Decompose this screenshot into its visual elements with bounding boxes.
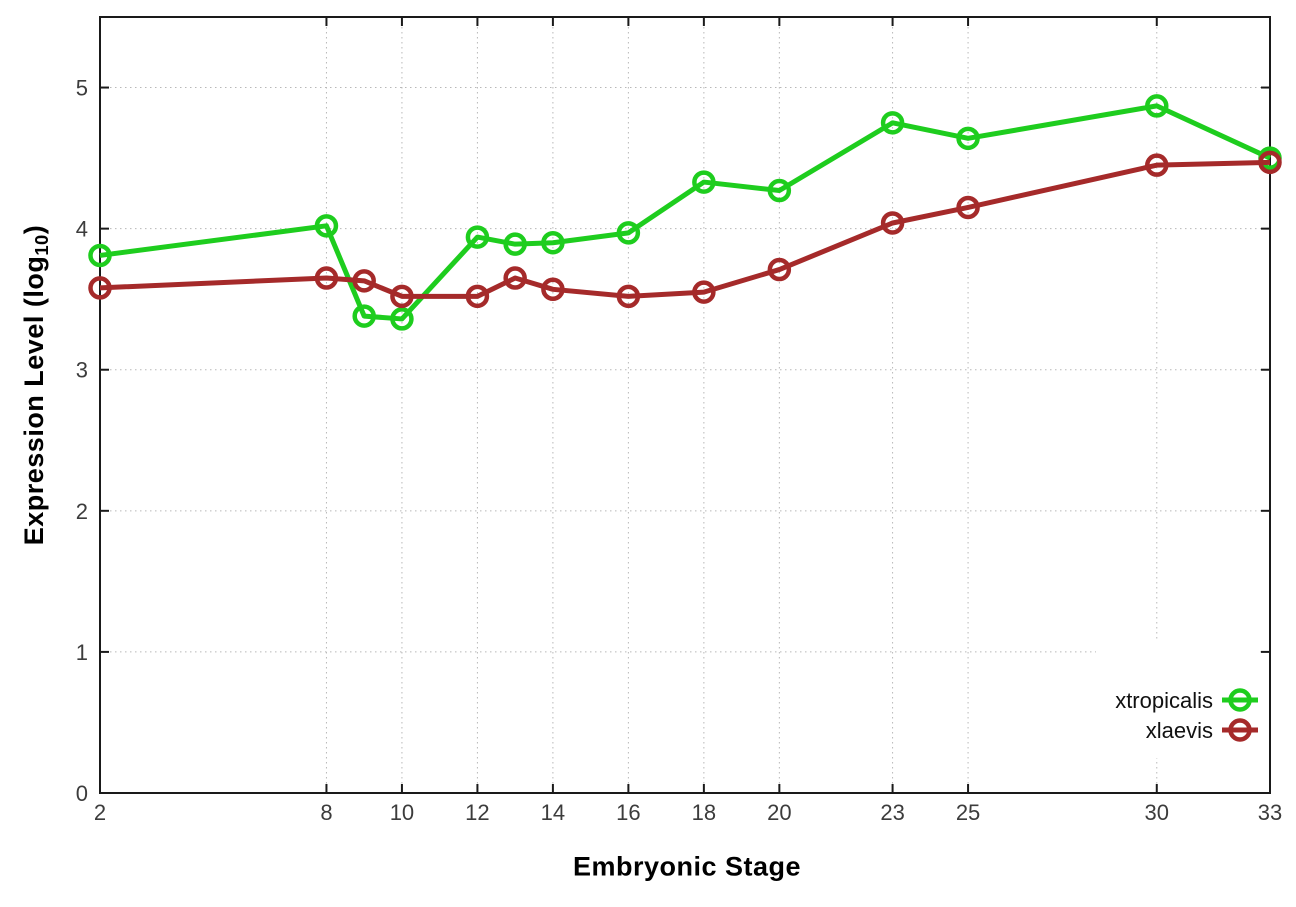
series-xlaevis-marker xyxy=(503,266,527,290)
series-xtropicalis-line xyxy=(99,103,1272,322)
x-tick-label: 33 xyxy=(1258,800,1282,825)
x-tick-label: 16 xyxy=(616,800,640,825)
series-xlaevis-marker xyxy=(616,284,641,309)
x-tick-label: 30 xyxy=(1145,800,1169,825)
series-xlaevis-marker xyxy=(956,195,980,220)
series-xlaevis-marker xyxy=(692,280,716,304)
x-tick-label: 20 xyxy=(767,800,791,825)
series-xtropicalis-marker xyxy=(390,307,414,331)
series-xtropicalis-marker xyxy=(880,111,905,135)
series-xlaevis-marker xyxy=(767,257,792,282)
series-xlaevis-marker xyxy=(1145,153,1169,177)
series-xlaevis-marker xyxy=(314,266,339,290)
x-tick-label: 2 xyxy=(94,800,106,825)
series-xtropicalis-marker xyxy=(465,225,490,249)
legend-sample-marker-xtropicalis xyxy=(1228,688,1252,712)
y-axis-title-main: Expression Level (log xyxy=(18,255,49,546)
y-axis-title-close: ) xyxy=(18,224,49,235)
x-tick-label: 25 xyxy=(956,800,980,825)
y-tick-label: 2 xyxy=(76,499,88,524)
series-xlaevis-marker xyxy=(352,269,376,293)
series-xlaevis-marker xyxy=(541,277,565,302)
y-tick-label: 1 xyxy=(76,640,88,665)
x-tick-label: 12 xyxy=(465,800,489,825)
legend-label-xtropicalis: xtropicalis xyxy=(1115,688,1213,713)
x-tick-label: 10 xyxy=(390,800,414,825)
series-xtropicalis-marker xyxy=(956,126,980,151)
x-tick-label: 18 xyxy=(692,800,716,825)
y-axis-title: Expression Level (log10) xyxy=(19,225,53,546)
series-xtropicalis-marker xyxy=(616,221,641,245)
series-xtropicalis-marker xyxy=(1145,94,1169,118)
series-xtropicalis-marker xyxy=(692,170,716,194)
legend-sample-marker-xlaevis xyxy=(1228,718,1252,742)
x-tick-label: 14 xyxy=(541,800,565,825)
y-tick-label: 3 xyxy=(76,358,88,383)
series-xtropicalis-marker xyxy=(767,178,792,203)
series-xtropicalis-marker xyxy=(541,230,565,255)
y-tick-label: 0 xyxy=(76,781,88,806)
series-xlaevis-marker xyxy=(390,284,414,309)
legend-label-xlaevis: xlaevis xyxy=(1146,718,1213,743)
y-tick-label: 4 xyxy=(76,217,88,242)
series-xtropicalis-marker xyxy=(88,243,112,268)
series-xlaevis-marker xyxy=(880,211,905,235)
x-axis-title: Embryonic Stage xyxy=(572,851,802,882)
series-xlaevis-marker xyxy=(88,276,112,300)
series-xlaevis-line xyxy=(99,159,1271,299)
series-xlaevis-marker xyxy=(1258,150,1282,175)
x-tick-label: 23 xyxy=(880,800,904,825)
series-xlaevis-marker xyxy=(465,284,490,309)
series-xtropicalis-marker xyxy=(503,232,527,256)
y-axis-title-subscript: 10 xyxy=(31,234,53,256)
series-xtropicalis-marker xyxy=(352,304,376,328)
y-tick-label: 5 xyxy=(76,76,88,101)
x-tick-label: 8 xyxy=(320,800,332,825)
series-xtropicalis-marker xyxy=(314,214,339,238)
plot-border xyxy=(99,16,1271,794)
